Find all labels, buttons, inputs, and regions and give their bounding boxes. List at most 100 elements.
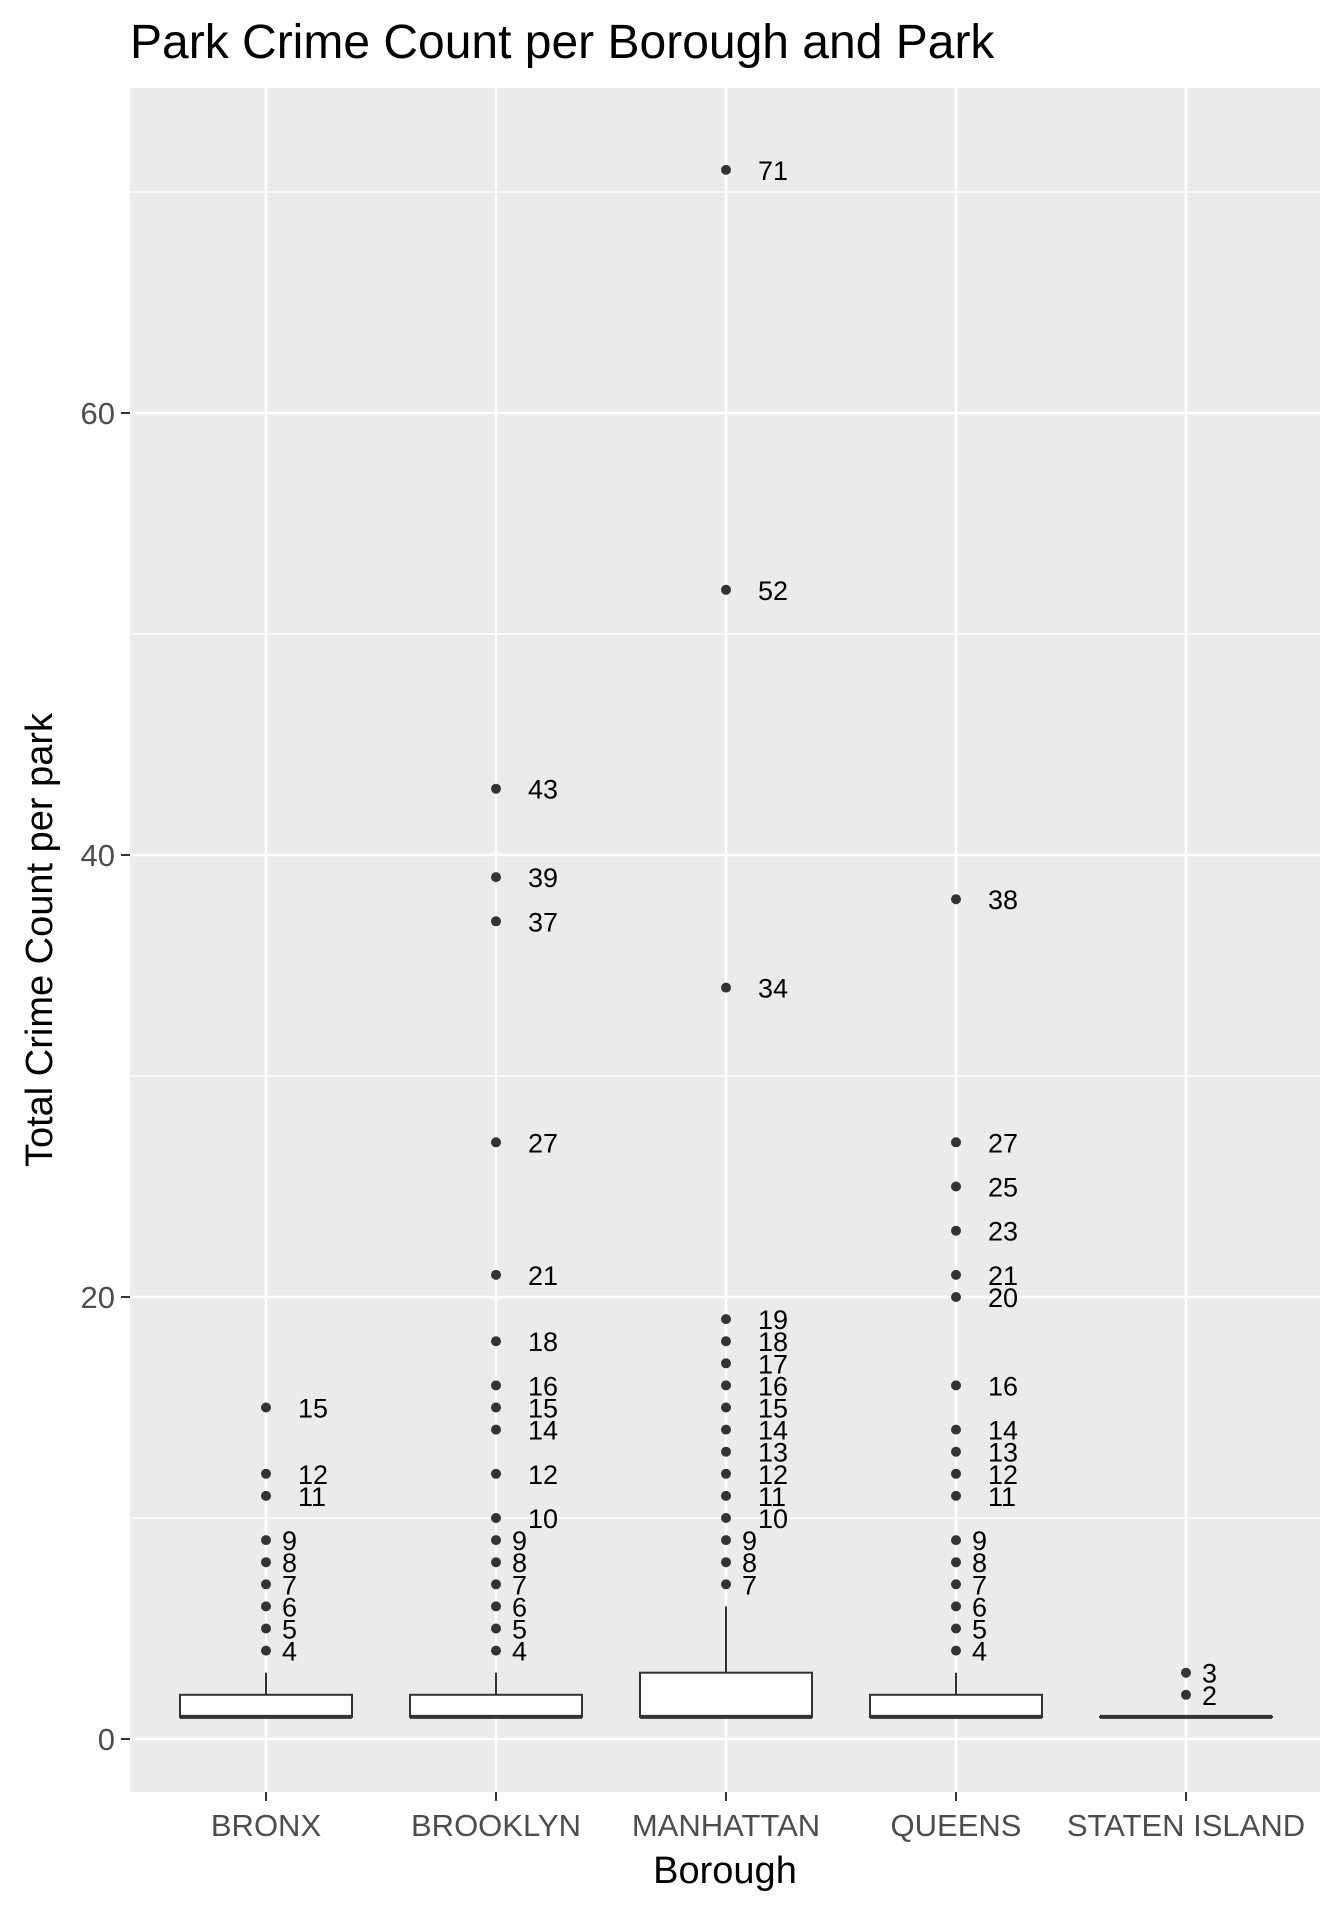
y-tick-label: 20	[81, 1280, 115, 1315]
outlier-point	[721, 1557, 731, 1568]
box-group	[179, 1606, 1273, 1719]
outlier-point	[721, 1314, 731, 1325]
outlier-label: 21	[988, 1261, 1018, 1291]
outlier-point	[491, 783, 501, 794]
outlier-point	[721, 1424, 731, 1435]
outlier-point	[951, 1623, 961, 1634]
outlier-point	[951, 894, 961, 905]
outlier-label: 9	[972, 1526, 987, 1556]
outlier-point	[721, 1380, 731, 1391]
outlier-label: 11	[758, 1482, 786, 1512]
x-axis: BRONX BROOKLYN MANHATTAN QUEENS STATEN ISLAN…	[211, 1792, 1305, 1843]
outlier-point	[491, 1137, 501, 1148]
outlier-point	[951, 1601, 961, 1612]
major-gridlines	[130, 88, 1320, 1792]
outlier-point	[721, 1358, 731, 1369]
outlier-label: 16	[988, 1371, 1018, 1401]
y-tick-label: 0	[98, 1722, 115, 1757]
outlier-label: 7	[512, 1570, 527, 1600]
outlier-label: 34	[758, 974, 788, 1004]
outlier-point	[951, 1269, 961, 1280]
outlier-point	[261, 1468, 271, 1479]
outlier-point	[951, 1535, 961, 1546]
outlier-label: 21	[528, 1261, 558, 1291]
outlier-point	[951, 1380, 961, 1391]
outlier-point	[491, 916, 501, 927]
outlier-label: 19	[758, 1305, 788, 1335]
outlier-label: 39	[528, 863, 558, 893]
outlier-point	[1181, 1667, 1191, 1678]
x-tick-label: BRONX	[211, 1808, 322, 1843]
outlier-point	[951, 1490, 961, 1501]
outlier-point	[261, 1557, 271, 1568]
outlier-point	[491, 1535, 501, 1546]
outlier-point	[261, 1402, 271, 1413]
outlier-label: 6	[972, 1592, 987, 1622]
outlier-label: 2	[1202, 1681, 1217, 1711]
outlier-label: 4	[282, 1637, 297, 1667]
outlier-label: 71	[758, 156, 788, 186]
box	[409, 1693, 583, 1718]
outlier-label: 43	[528, 775, 558, 805]
outlier-label: 7	[742, 1570, 757, 1600]
outlier-label: 17	[758, 1349, 788, 1379]
outlier-label: 18	[528, 1327, 558, 1357]
x-axis-title: Borough	[653, 1850, 797, 1892]
outlier-point	[1181, 1689, 1191, 1700]
outlier-point	[951, 1225, 961, 1236]
outlier-label: 15	[758, 1394, 788, 1424]
outlier-label: 8	[742, 1548, 757, 1578]
outlier-label: 12	[298, 1460, 328, 1490]
outlier-point	[951, 1579, 961, 1590]
outlier-label: 6	[512, 1592, 527, 1622]
outlier-label: 7	[282, 1570, 297, 1600]
outlier-point	[721, 1535, 731, 1546]
outlier-label: 3	[1202, 1659, 1217, 1689]
outlier-point	[951, 1292, 961, 1302]
outlier-point	[721, 1490, 731, 1501]
outlier-label: 15	[298, 1394, 328, 1424]
outlier-point	[721, 1336, 731, 1347]
outlier-point	[951, 1468, 961, 1479]
y-axis-title: Total Crime Count per park	[19, 712, 61, 1167]
outlier-point	[491, 1645, 501, 1656]
outlier-label-group: 4567891112154567891012141516182127373943…	[282, 156, 1217, 1711]
outlier-point	[491, 872, 501, 883]
outlier-point	[491, 1468, 501, 1479]
outlier-point	[721, 1579, 731, 1590]
outlier-label: 52	[758, 576, 788, 606]
outlier-point	[951, 1424, 961, 1435]
outlier-label: 7	[972, 1570, 987, 1600]
box	[869, 1693, 1043, 1718]
outlier-point	[491, 1513, 501, 1523]
outlier-point	[721, 1468, 731, 1479]
outlier-label: 15	[528, 1394, 558, 1424]
outlier-label: 10	[528, 1504, 558, 1534]
y-tick-label: 40	[81, 838, 115, 873]
outlier-point	[261, 1601, 271, 1612]
outlier-point	[491, 1269, 501, 1280]
outlier-label: 11	[988, 1482, 1016, 1512]
box	[179, 1693, 353, 1718]
outlier-label: 9	[512, 1526, 527, 1556]
chart-title: Park Crime Count per Borough and Park	[130, 16, 995, 69]
outlier-label: 5	[972, 1615, 987, 1645]
y-tick-label: 60	[81, 396, 115, 431]
outlier-label: 10	[758, 1504, 788, 1534]
outlier-point	[951, 1645, 961, 1656]
x-tick-label: QUEENS	[891, 1808, 1022, 1843]
outlier-label: 8	[512, 1548, 527, 1578]
outlier-point	[951, 1557, 961, 1568]
outlier-point	[261, 1535, 271, 1546]
outlier-label: 27	[528, 1128, 558, 1158]
outlier-label: 38	[988, 885, 1018, 915]
outlier-point	[261, 1645, 271, 1656]
x-tick-label: MANHATTAN	[632, 1808, 820, 1843]
outlier-point	[721, 982, 731, 993]
outlier-point	[721, 1446, 731, 1457]
outlier-point	[491, 1579, 501, 1590]
outlier-point	[491, 1336, 501, 1347]
outlier-point	[261, 1490, 271, 1501]
outlier-point	[951, 1137, 961, 1148]
